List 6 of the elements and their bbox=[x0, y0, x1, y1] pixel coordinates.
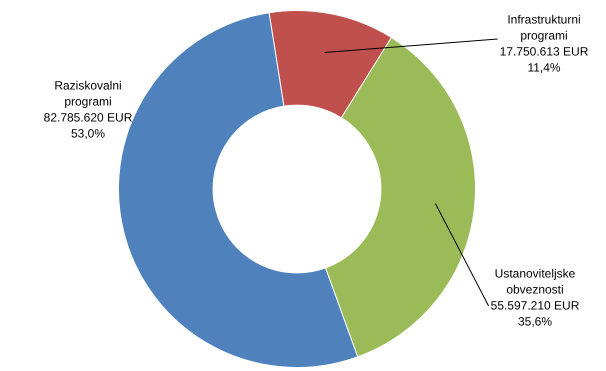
data-label: 17.750.613 EUR 11,4% bbox=[500, 44, 589, 74]
data-label: 82.785.620 EUR 53,0% bbox=[44, 110, 133, 140]
slice-label: Infrastrukturni programi bbox=[507, 12, 581, 42]
slice-label: Raziskovalni programi bbox=[54, 78, 122, 108]
data-label: 55.597.210 EUR 35,6% bbox=[490, 298, 580, 328]
slice-label: Ustanoviteljske obveznosti bbox=[494, 266, 576, 296]
